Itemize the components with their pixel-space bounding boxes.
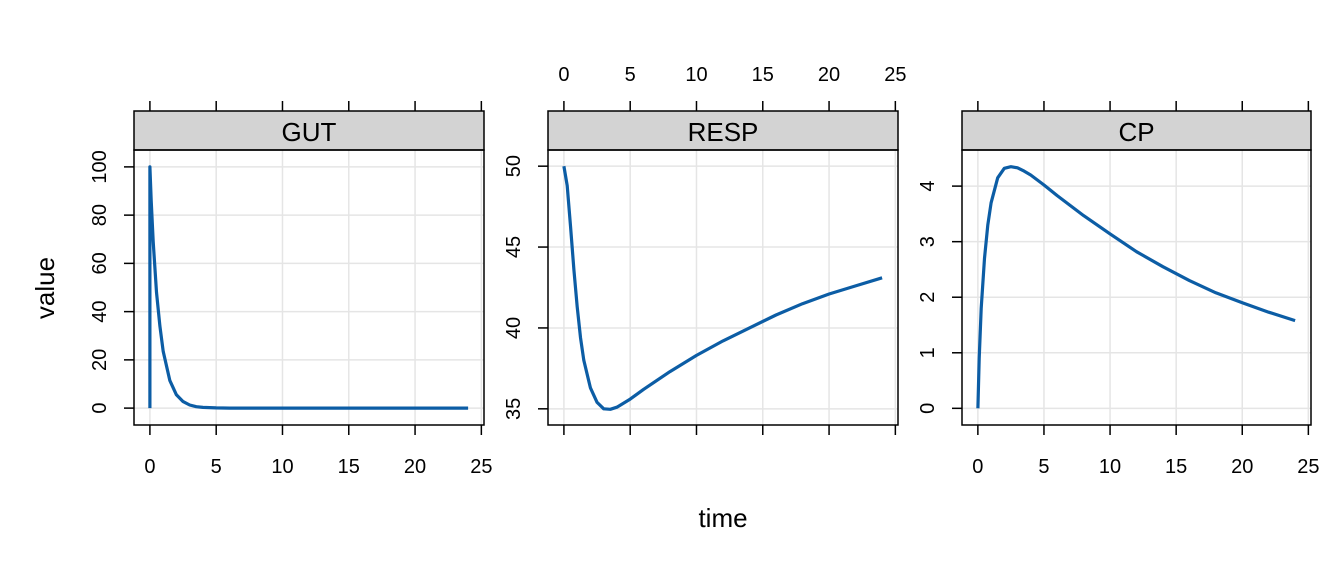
y-tick-label: 40: [89, 300, 111, 322]
x-tick-label: 10: [1099, 456, 1121, 478]
y-axis-title: value: [30, 257, 60, 319]
x-tick-label: 0: [972, 456, 983, 478]
x-tick-label: 15: [1165, 456, 1187, 478]
y-tick-label: 60: [89, 252, 111, 274]
panel-resp: RESP 0 5 10 15 20 25 35 40 45 50: [503, 64, 906, 435]
strip-label: RESP: [688, 117, 759, 147]
y-tick-label: 45: [503, 236, 525, 258]
x-tick-label: 25: [470, 456, 492, 478]
strip-gut: [133, 110, 485, 151]
x-tick-label: 10: [685, 64, 707, 86]
y-tick-label: 1: [917, 347, 939, 358]
plot-frame: [547, 149, 899, 426]
strip-label: CP: [1118, 117, 1154, 147]
x-tick-label: 0: [144, 456, 155, 478]
plot-frame: [961, 149, 1312, 426]
y-tick-label: 0: [89, 403, 111, 414]
x-tick-label: 10: [271, 456, 293, 478]
series-line-resp: [562, 165, 883, 411]
strip-label: GUT: [282, 117, 337, 147]
y-tick-label: 80: [89, 204, 111, 226]
x-tick-label: 25: [1297, 456, 1319, 478]
x-tick-label: 20: [404, 456, 426, 478]
plot-frame: [133, 149, 485, 426]
y-tick-label: 40: [503, 317, 525, 339]
y-tick-label: 50: [503, 155, 525, 177]
y-tick-label: 4: [917, 181, 939, 192]
strip-cp: [961, 110, 1312, 151]
y-tick-label: 35: [503, 398, 525, 420]
x-tick-label: 20: [818, 64, 840, 86]
y-tick-label: 100: [89, 150, 111, 183]
x-tick-label: 25: [884, 64, 906, 86]
series-line-gut: [148, 165, 469, 410]
y-tick-label: 2: [917, 292, 939, 303]
y-tick-label: 3: [917, 236, 939, 247]
series-line-cp: [976, 165, 1296, 409]
y-tick-label: 0: [917, 403, 939, 414]
panel-cp: CP 0 5 10 15 20 25 0 1 2 3 4: [917, 101, 1319, 478]
strip-resp: [547, 110, 899, 151]
x-axis-title: time: [698, 503, 747, 533]
x-tick-label: 0: [558, 64, 569, 86]
x-tick-label: 20: [1231, 456, 1253, 478]
x-tick-label: 5: [1038, 456, 1049, 478]
x-tick-label: 15: [752, 64, 774, 86]
panel-gut: GUT 0 5 10 15 20 25 0 20 40 60 80 100: [89, 101, 492, 478]
x-tick-label: 5: [211, 456, 222, 478]
y-tick-label: 20: [89, 349, 111, 371]
x-tick-label: 5: [625, 64, 636, 86]
x-tick-label: 15: [338, 456, 360, 478]
